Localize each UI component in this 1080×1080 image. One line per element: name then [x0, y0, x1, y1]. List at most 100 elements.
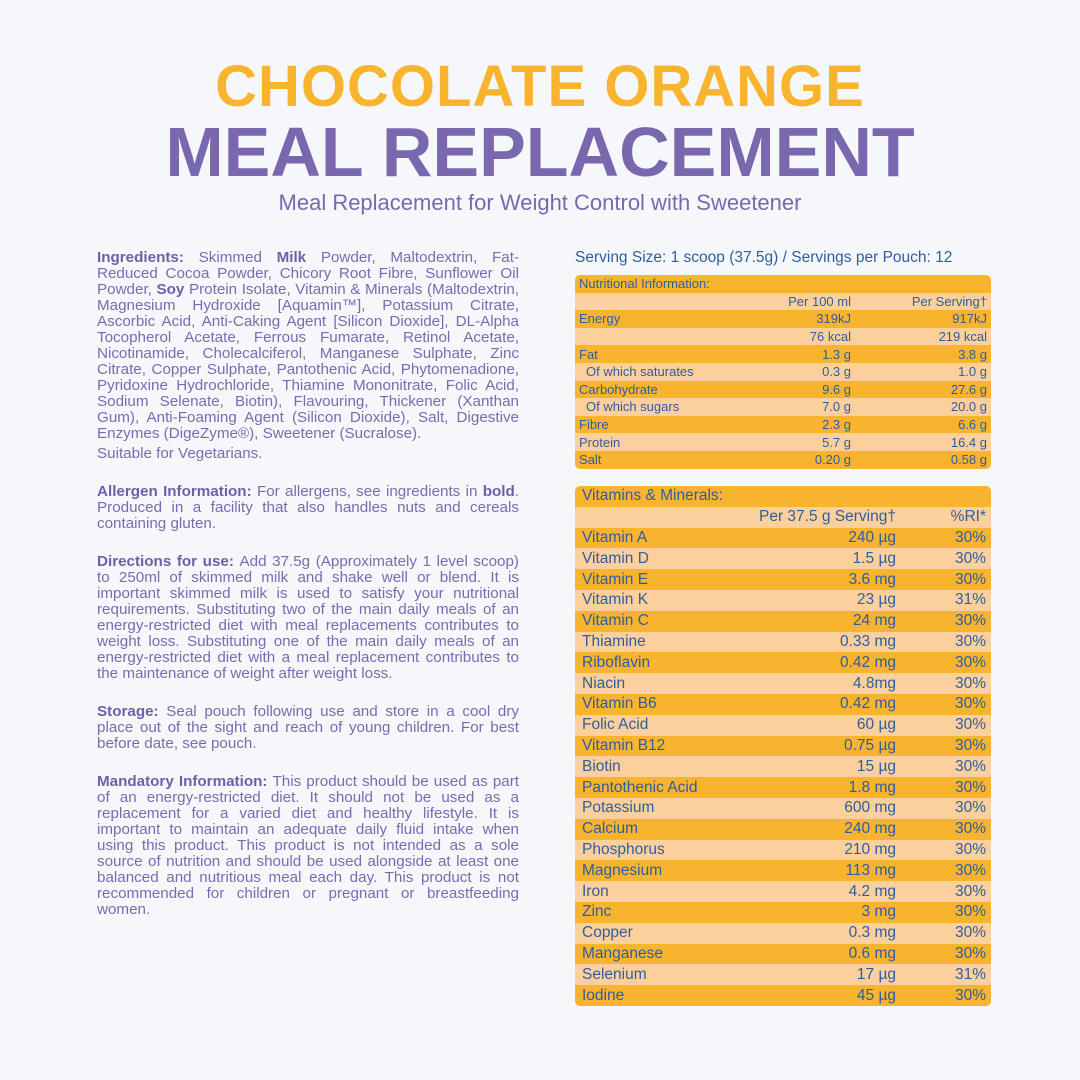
ingredients-text: Ingredients: Skimmed Milk Powder, Maltod…: [97, 250, 519, 442]
row-value-1: 45 µg: [856, 986, 896, 1004]
vitamins-row: Thiamine 0.33 mg 30%: [575, 631, 991, 653]
row-value-2: 6.6 g: [958, 417, 987, 433]
row-value-1: 23 µg: [856, 591, 896, 609]
vitamins-row: Calcium 240 mg 30%: [575, 818, 991, 840]
row-label: Vitamin K: [582, 591, 649, 609]
vitamins-row: Potassium 600 mg 30%: [575, 797, 991, 819]
row-label: Energy: [579, 311, 621, 327]
row-value-2: 0.58 g: [950, 452, 987, 468]
text-segment: . Produced in a facility that also handl…: [97, 483, 519, 532]
vitamins-row: Manganese 0.6 mg 30%: [575, 943, 991, 965]
row-value-2: 3.8 g: [958, 346, 987, 362]
row-value-1: 2.3 g: [822, 417, 851, 433]
text-segment: For allergens, see ingredients in: [256, 483, 483, 500]
row-label: Vitamin A: [582, 528, 648, 546]
row-value-2: 30%: [954, 861, 986, 879]
row-value-1: Per 37.5 g Serving†: [758, 508, 896, 526]
row-value-1: 15 µg: [856, 757, 896, 775]
vitamins-table: Vitamins & Minerals: Per 37.5 g Serving†…: [575, 486, 991, 1006]
row-value-2: 20.0 g: [950, 399, 987, 415]
row-value-2: 30%: [954, 778, 986, 796]
row-value-1: 3.6 mg: [848, 570, 896, 588]
nutrition-row: Energy 319kJ 917kJ: [575, 310, 991, 328]
nutrition-row: Salt 0.20 g 0.58 g: [575, 450, 991, 469]
vitamins-row: Vitamin K 23 µg 31%: [575, 589, 991, 611]
row-value-2: 30%: [954, 653, 986, 671]
vitamins-row: Iodine 45 µg 30%: [575, 985, 991, 1006]
row-label: Of which sugars: [586, 399, 680, 415]
bold-text: bold: [482, 483, 515, 500]
row-value-1: 24 mg: [852, 612, 896, 630]
row-value-1: 0.33 mg: [839, 632, 896, 650]
row-value-2: 30%: [954, 903, 986, 921]
row-value-1: 600 mg: [844, 799, 896, 817]
vitamins-row: Vitamin B6 0.42 mg 30%: [575, 693, 991, 715]
row-label: Calcium: [582, 820, 638, 838]
row-value-2: 30%: [954, 882, 986, 900]
row-value-1: 319kJ: [816, 311, 851, 327]
row-value-2: %RI*: [950, 508, 986, 526]
row-value-1: 7.0 g: [822, 399, 851, 415]
row-label: Magnesium: [582, 861, 663, 879]
vitamins-row: Iron 4.2 mg 30%: [575, 881, 991, 902]
vitamins-row: Niacin 4.8mg 30%: [575, 673, 991, 694]
row-value-1: 0.6 mg: [848, 944, 896, 962]
row-value-1: 113 mg: [845, 861, 896, 879]
vitamins-row: Vitamin A 240 µg 30%: [575, 527, 991, 549]
vitamins-row: Pantothenic Acid 1.8 mg 30%: [575, 777, 991, 798]
row-value-2: 30%: [954, 632, 986, 650]
bold-text: Storage:: [97, 703, 167, 720]
row-label: Of which saturates: [586, 364, 694, 380]
product-subtitle-main: MEAL REPLACEMENT: [165, 113, 915, 191]
vitamins-row: Vitamin C 24 mg 30%: [575, 610, 991, 632]
bold-text: Allergen Information:: [97, 483, 257, 500]
nutrition-row: Carbohydrate 9.6 g 27.6 g: [575, 380, 991, 399]
vitamins-title-row: Vitamins & Minerals:: [575, 486, 991, 507]
row-value-1: 1.8 mg: [848, 778, 896, 796]
row-value-2: 917kJ: [952, 311, 987, 327]
row-label: Vitamin C: [582, 612, 649, 630]
row-value-1: 9.6 g: [822, 381, 851, 397]
vitamins-row: Vitamin D 1.5 µg 30%: [575, 548, 991, 570]
directions-text: Directions for use: Add 37.5g (Approxima…: [97, 554, 519, 682]
product-description: Meal Replacement for Weight Control with…: [278, 190, 802, 215]
row-value-2: 30%: [954, 695, 986, 713]
row-value-1: 0.42 mg: [839, 695, 896, 713]
row-value-1: Per 100 ml: [788, 293, 851, 309]
nutrition-title: Nutritional Information:: [579, 276, 710, 292]
row-label: Selenium: [582, 965, 647, 983]
row-label: Thiamine: [582, 632, 646, 650]
vitamins-row: Selenium 17 µg 31%: [575, 964, 991, 986]
row-value-2: 31%: [954, 591, 986, 609]
row-value-1: 17 µg: [856, 965, 896, 983]
vitamins-row: Folic Acid 60 µg 30%: [575, 714, 991, 736]
serving-size: Serving Size: 1 scoop (37.5g) / Servings…: [575, 249, 953, 266]
row-label: Iodine: [582, 986, 625, 1004]
row-label: Vitamin B12: [582, 736, 666, 754]
row-label: Folic Acid: [582, 716, 649, 734]
row-label: Vitamin B6: [582, 695, 657, 713]
row-value-2: 30%: [954, 674, 986, 692]
nutrition-row: Of which sugars 7.0 g 20.0 g: [575, 398, 991, 416]
row-value-2: 30%: [954, 570, 986, 588]
text-segment: Add 37.5g (Approximately 1 level scoop) …: [97, 553, 519, 682]
allergen-text: Allergen Information: For allergens, see…: [97, 484, 519, 532]
row-label: Niacin: [582, 674, 626, 692]
nutrition-header-row: Per 100 ml Per Serving†: [575, 292, 991, 311]
row-value-2: 30%: [954, 924, 986, 942]
storage-text: Storage: Seal pouch following use and st…: [97, 704, 519, 752]
row-value-1: 76 kcal: [809, 329, 851, 345]
row-value-2: 30%: [954, 716, 986, 734]
bold-text: Milk: [276, 249, 307, 266]
row-value-1: 5.7 g: [822, 434, 851, 450]
row-value-2: 30%: [954, 528, 986, 546]
vitamins-row: Vitamin E 3.6 mg 30%: [575, 569, 991, 590]
nutrition-row: Fibre 2.3 g 6.6 g: [575, 415, 991, 434]
vitamins-header-row: Per 37.5 g Serving† %RI*: [575, 506, 991, 528]
row-value-2: 27.6 g: [950, 381, 987, 397]
vitamins-row: Biotin 15 µg 30%: [575, 756, 991, 778]
row-value-2: 30%: [954, 840, 986, 858]
info-column: Ingredients: Skimmed Milk Powder, Maltod…: [97, 250, 519, 940]
vitamins-row: Copper 0.3 mg 30%: [575, 922, 991, 944]
row-value-2: 1.0 g: [958, 364, 987, 380]
